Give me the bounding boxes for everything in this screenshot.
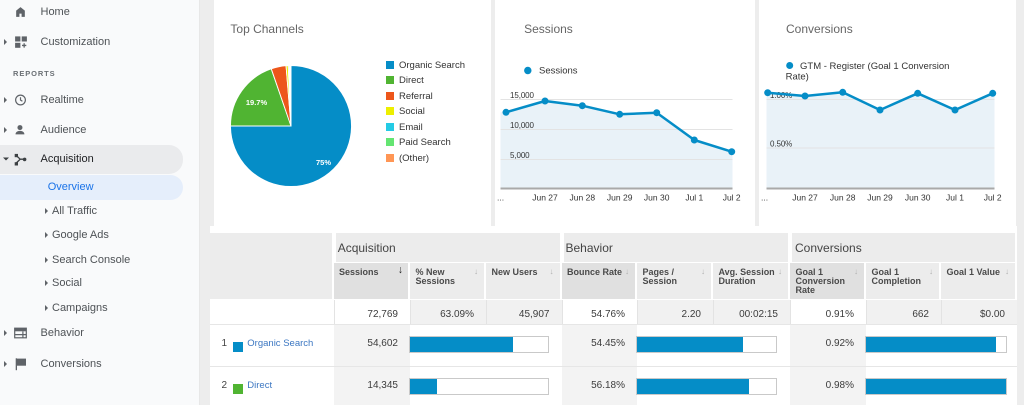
svg-text:Sessions: Sessions	[539, 65, 578, 76]
svg-text:Jun 28: Jun 28	[830, 192, 856, 202]
svg-text:Jul 2: Jul 2	[984, 192, 1002, 202]
svg-text:Jul 2: Jul 2	[723, 192, 741, 202]
svg-text:1.00%: 1.00%	[770, 91, 792, 100]
svg-text:Jun 27: Jun 27	[792, 192, 818, 202]
svg-text:Jul 1: Jul 1	[946, 192, 964, 202]
svg-text:...: ...	[761, 192, 768, 202]
svg-text:5,000: 5,000	[510, 151, 530, 160]
svg-text:19.7%: 19.7%	[246, 98, 268, 107]
svg-text:Jun 28: Jun 28	[570, 192, 596, 202]
svg-text:75%: 75%	[316, 158, 331, 167]
svg-text:Jun 29: Jun 29	[607, 192, 633, 202]
svg-text:Jun 29: Jun 29	[867, 192, 893, 202]
svg-text:Jun 30: Jun 30	[644, 192, 670, 202]
svg-text:15,000: 15,000	[510, 91, 535, 100]
svg-text:Jun 27: Jun 27	[532, 192, 558, 202]
svg-text:0.50%: 0.50%	[770, 139, 792, 148]
svg-text:Jul 1: Jul 1	[685, 192, 703, 202]
svg-text:Jun 30: Jun 30	[905, 192, 931, 202]
svg-text:...: ...	[497, 192, 504, 202]
svg-text:10,000: 10,000	[510, 121, 535, 130]
svg-text:Rate): Rate)	[786, 72, 809, 83]
svg-text:GTM - Register (Goal 1 Convers: GTM - Register (Goal 1 Conversion	[800, 61, 949, 72]
